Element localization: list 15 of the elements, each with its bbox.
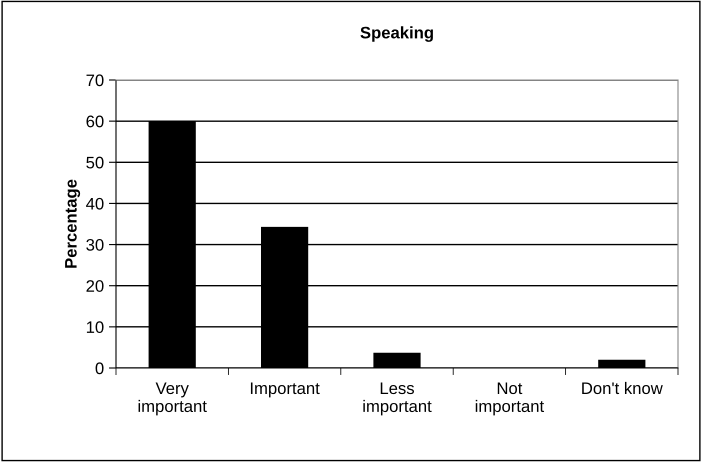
y-axis-title: Percentage — [65, 180, 80, 268]
x-tick-label: Don't know — [582, 382, 663, 394]
x-tick-label: Less important — [363, 382, 432, 416]
y-tick-label: 0 — [96, 362, 104, 374]
y-tick-label: 20 — [86, 280, 104, 292]
y-tick-label: 30 — [86, 238, 104, 251]
chart-title: Speaking — [360, 26, 433, 42]
y-tick-label: 10 — [86, 321, 104, 334]
x-tick-label: Very important — [138, 382, 207, 416]
y-tick-label: 40 — [86, 198, 104, 210]
x-tick-label: Important — [250, 382, 320, 398]
y-tick-label: 60 — [86, 116, 104, 128]
x-tick-label: Not important — [476, 382, 544, 416]
y-tick-label: 50 — [86, 156, 104, 168]
y-tick-label: 70 — [86, 74, 104, 86]
